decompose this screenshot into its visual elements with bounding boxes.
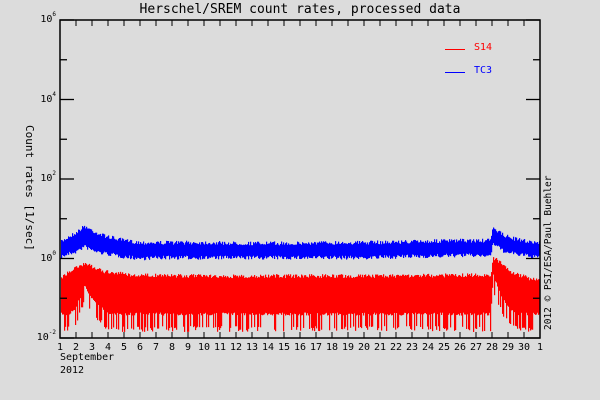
x-tick-label: 8 [168, 342, 176, 353]
x-tick-label: 17 [309, 342, 323, 353]
series-tc3 [61, 225, 541, 261]
chart-title: Herschel/SREM count rates, processed dat… [139, 2, 461, 17]
x-tick-label: 23 [405, 342, 419, 353]
x-tick-label: 10 [197, 342, 211, 353]
y-axis-label-text: Count rates [1/sec] [23, 125, 36, 251]
x-tick-label: 20 [357, 342, 371, 353]
x-tick-label: 5 [120, 342, 128, 353]
x-tick-label: 3 [88, 342, 96, 353]
x-tick-label: 26 [453, 342, 467, 353]
series-s14 [61, 257, 541, 332]
x-tick-label: 16 [293, 342, 307, 353]
y-tick-label: 10-2 [36, 329, 56, 343]
x-tick-label: 30 [517, 342, 531, 353]
x-tick-label: 1 [56, 342, 64, 353]
x-tick-label: 18 [325, 342, 339, 353]
legend-s14-line [445, 49, 465, 50]
x-tick-label: 9 [184, 342, 192, 353]
x-tick-label: 13 [245, 342, 259, 353]
y-tick-label: 102 [40, 170, 56, 184]
legend-s14-label: S14 [474, 42, 493, 53]
x-tick-label: 14 [261, 342, 275, 353]
x-tick-label: 19 [341, 342, 355, 353]
x-tick-label: 25 [437, 342, 451, 353]
x-tick-label: 4 [104, 342, 112, 353]
copyright-credit: 2012 © PSI/ESA/Paul Buehler [543, 175, 554, 330]
x-tick-label: 24 [421, 342, 435, 353]
x-tick-label: 2 [72, 342, 80, 353]
x-tick-label: 11 [213, 342, 227, 353]
x-tick-label: 28 [485, 342, 499, 353]
x-tick-label: 27 [469, 342, 483, 353]
x-tick-label: 12 [229, 342, 243, 353]
y-tick-label: 106 [40, 11, 56, 25]
x-year-label: 2012 [60, 365, 85, 376]
y-tick-label: 100 [40, 249, 56, 264]
x-month-label: September [60, 352, 115, 363]
legend-tc3-label: TC3 [474, 65, 493, 76]
x-tick-label: 29 [501, 342, 515, 353]
x-tick-label: 22 [389, 342, 403, 353]
y-tick-label: 104 [40, 90, 56, 105]
x-tick-label: 6 [136, 342, 144, 353]
x-tick-label: 15 [277, 342, 291, 353]
legend-tc3-line [445, 72, 465, 73]
x-tick-label: 21 [373, 342, 387, 353]
x-tick-label: 7 [152, 342, 160, 353]
x-tick-label: 1 [536, 342, 544, 353]
